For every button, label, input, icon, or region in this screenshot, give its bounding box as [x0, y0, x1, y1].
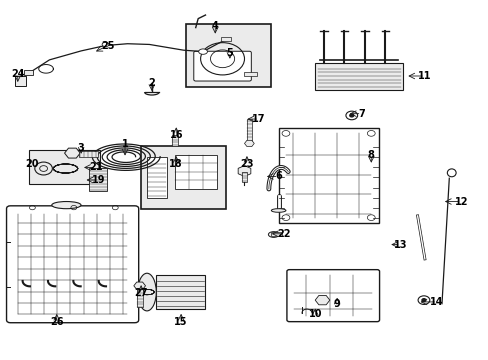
- Bar: [137, 289, 142, 307]
- Ellipse shape: [52, 202, 81, 209]
- Ellipse shape: [198, 49, 207, 54]
- Text: 22: 22: [276, 229, 290, 239]
- Text: 13: 13: [393, 239, 407, 249]
- Bar: [246, 119, 251, 140]
- Bar: [185, 24, 271, 87]
- Ellipse shape: [271, 209, 285, 212]
- Bar: [89, 168, 107, 192]
- Text: 11: 11: [417, 71, 431, 81]
- Bar: [79, 151, 98, 157]
- Bar: [15, 76, 26, 86]
- Text: 20: 20: [25, 159, 39, 169]
- Text: 4: 4: [211, 21, 218, 31]
- Text: 27: 27: [134, 288, 147, 298]
- Text: 23: 23: [240, 159, 253, 169]
- Text: 9: 9: [333, 299, 340, 309]
- Text: 2: 2: [148, 78, 155, 88]
- Text: 21: 21: [89, 162, 102, 172]
- Text: 19: 19: [91, 175, 105, 185]
- FancyBboxPatch shape: [193, 51, 251, 81]
- Ellipse shape: [102, 42, 109, 46]
- Text: 18: 18: [169, 159, 183, 169]
- Bar: [147, 157, 167, 198]
- Ellipse shape: [447, 169, 455, 177]
- Bar: [221, 37, 230, 41]
- Bar: [175, 155, 216, 189]
- Text: 24: 24: [11, 69, 24, 79]
- Text: 8: 8: [367, 150, 374, 160]
- Circle shape: [421, 299, 425, 302]
- Text: 17: 17: [252, 114, 265, 124]
- FancyBboxPatch shape: [6, 206, 139, 323]
- Bar: [156, 275, 204, 309]
- Text: 26: 26: [50, 317, 63, 327]
- Bar: [29, 149, 100, 184]
- Bar: [278, 128, 378, 223]
- Text: 25: 25: [101, 41, 115, 50]
- Ellipse shape: [268, 231, 279, 237]
- Text: 10: 10: [308, 310, 321, 319]
- Text: 14: 14: [429, 297, 443, 307]
- Text: 3: 3: [78, 143, 84, 153]
- Bar: [171, 135, 177, 146]
- Text: 12: 12: [454, 197, 468, 207]
- Text: 16: 16: [169, 130, 183, 140]
- Text: 5: 5: [226, 48, 233, 58]
- Bar: [24, 70, 33, 75]
- Bar: [241, 172, 247, 182]
- Text: 1: 1: [122, 139, 128, 149]
- Bar: [141, 146, 226, 209]
- Bar: [271, 232, 282, 236]
- Text: 6: 6: [275, 171, 282, 181]
- FancyBboxPatch shape: [286, 270, 379, 321]
- Circle shape: [349, 114, 353, 117]
- Bar: [244, 72, 256, 76]
- Ellipse shape: [138, 273, 156, 311]
- Text: 15: 15: [174, 317, 187, 327]
- Bar: [315, 63, 402, 90]
- Text: 7: 7: [357, 109, 364, 119]
